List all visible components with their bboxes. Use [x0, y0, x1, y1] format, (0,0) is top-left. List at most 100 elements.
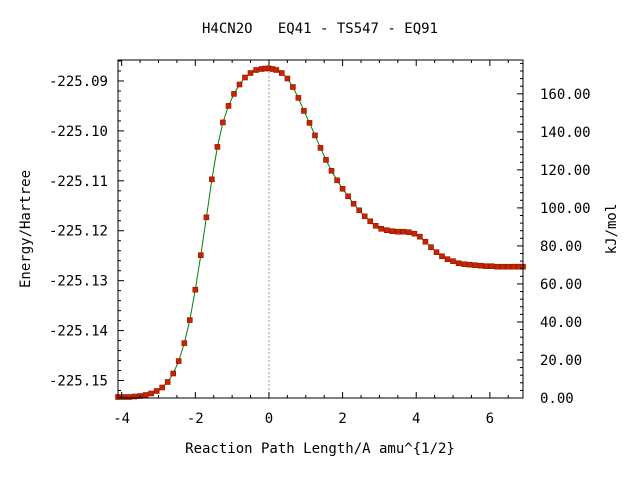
y-axis-right: 0.00 20.00 40.00 60.00 80.00 100.00 120.00 140.…	[517, 62, 591, 407]
data-point	[428, 244, 434, 250]
data-point	[472, 262, 478, 269]
data-point	[236, 81, 243, 88]
data-point	[499, 263, 506, 270]
data-point	[198, 252, 204, 258]
data-point	[394, 228, 401, 235]
y2-tick-label: 120.00	[540, 163, 591, 179]
data-point	[225, 103, 232, 109]
data-point	[209, 176, 215, 183]
data-point	[175, 358, 182, 364]
y-tick-label: -225.13	[49, 274, 108, 290]
data-point	[306, 120, 313, 126]
data-point	[284, 75, 291, 82]
x-tick-label: 0	[265, 411, 273, 427]
data-point	[142, 392, 149, 398]
y2-tick-label: 140.00	[540, 125, 591, 141]
y2-axis-label: kJ/mol	[604, 204, 620, 255]
data-point	[203, 214, 210, 221]
y-axis-left: -225.15 -225.14 -225.13 -225.12 -225.11 -225.…	[49, 60, 124, 392]
data-point	[220, 119, 226, 126]
data-point	[317, 145, 324, 151]
data-point	[148, 390, 154, 397]
data-point	[295, 95, 302, 101]
data-point	[406, 229, 412, 235]
data-point	[439, 253, 445, 259]
data-point	[334, 177, 340, 184]
data-point	[505, 263, 512, 270]
y2-tick-label: 20.00	[540, 353, 582, 369]
x-tick-label: 4	[412, 411, 420, 427]
data-point	[378, 226, 385, 232]
data-point	[417, 233, 423, 240]
data-point	[247, 70, 254, 76]
data-point	[323, 157, 329, 163]
data-point	[483, 263, 490, 270]
data-point	[126, 394, 132, 400]
data-point	[290, 84, 296, 90]
data-point	[192, 286, 199, 293]
data-point	[411, 230, 418, 237]
x-tick-label: 2	[338, 411, 346, 427]
data-point	[328, 168, 335, 174]
data-point	[477, 262, 484, 269]
y2-tick-label: 0.00	[540, 391, 574, 407]
data-point	[400, 228, 407, 235]
data-point	[181, 340, 188, 346]
data-point	[339, 186, 346, 192]
y-axis-label: Energy/Hartree	[18, 170, 34, 288]
data-point	[273, 67, 280, 73]
y-tick-label: -225.12	[49, 224, 108, 240]
data-point	[433, 249, 440, 255]
y-tick-label: -225.14	[49, 324, 108, 340]
data-point	[120, 394, 127, 400]
data-point	[187, 317, 193, 323]
data-point	[164, 379, 171, 385]
data-point	[242, 74, 248, 81]
x-tick-label: -4	[113, 411, 130, 427]
y2-tick-label: 40.00	[540, 315, 582, 331]
series-line	[118, 68, 523, 398]
data-point	[389, 228, 396, 234]
data-point	[253, 67, 259, 73]
y-tick-label: -225.10	[49, 124, 108, 140]
y2-tick-label: 160.00	[540, 87, 591, 103]
data-point	[301, 108, 307, 114]
data-point	[153, 388, 160, 394]
data-point	[159, 384, 165, 391]
data-point	[383, 227, 390, 233]
axes-frame	[117, 59, 524, 399]
data-point	[494, 263, 501, 270]
data-point	[361, 213, 368, 220]
data-point	[345, 193, 351, 200]
x-tick-label: 6	[486, 411, 494, 427]
data-point	[488, 263, 495, 270]
plot-area	[115, 60, 526, 400]
data-point	[461, 261, 467, 268]
data-point	[466, 261, 473, 268]
x-axis-label: Reaction Path Length/A amu^{1/2}	[185, 441, 455, 457]
data-point	[170, 370, 176, 377]
data-point	[231, 91, 237, 97]
y-tick-label: -225.15	[49, 374, 108, 390]
y-tick-label: -225.11	[49, 174, 108, 190]
x-tick-label: -2	[187, 411, 204, 427]
data-point	[455, 260, 462, 267]
data-point	[444, 256, 451, 263]
data-point	[356, 207, 363, 214]
y2-tick-label: 60.00	[540, 277, 582, 293]
data-point	[372, 223, 379, 229]
data-point	[350, 201, 357, 207]
y2-tick-label: 80.00	[540, 239, 582, 255]
data-point	[214, 144, 221, 150]
data-point	[367, 218, 374, 225]
data-point	[422, 238, 429, 245]
data-point	[131, 393, 138, 400]
y-tick-label: -225.09	[49, 74, 108, 90]
x-axis: -4 -2 0 2 4 6	[113, 60, 509, 427]
chart-title: H4CN2O EQ41 - TS547 - EQ91	[202, 21, 438, 37]
y2-tick-label: 100.00	[540, 201, 591, 217]
data-point	[278, 70, 285, 76]
data-point	[450, 258, 456, 265]
data-point	[312, 132, 318, 139]
